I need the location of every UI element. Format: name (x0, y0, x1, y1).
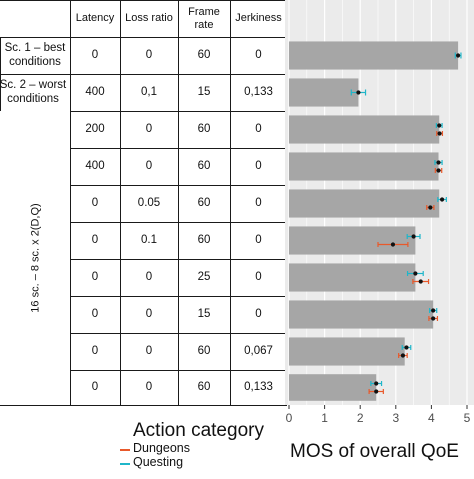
x-axis-title: MOS of overall QoE (290, 441, 459, 462)
table-cell: 0 (145, 307, 153, 320)
column-header: Loss ratio (125, 12, 173, 25)
bar (289, 374, 377, 401)
table-cell: 0 (91, 344, 99, 357)
table-cell: 0 (91, 380, 99, 393)
table-cell: 60 (197, 159, 211, 172)
table-cell: 0,1 (141, 85, 157, 98)
table-cell: 25 (197, 270, 211, 283)
table-cell: 0 (145, 48, 153, 61)
bar (289, 152, 439, 181)
dungeons-point (428, 205, 433, 210)
questing-point (404, 345, 409, 350)
legend-key-dungeons (120, 449, 130, 451)
bar (289, 189, 440, 218)
table-cell: 60 (197, 344, 211, 357)
group-label: 16 sc. – 8 sc. x 2(D,Q) (29, 203, 42, 313)
x-tick-label: 3 (392, 411, 399, 425)
table-cell: 0 (91, 233, 99, 246)
questing-point (436, 160, 441, 165)
table-cell: 60 (197, 380, 211, 393)
legend-key-questing (120, 463, 130, 465)
legend-title: Action category (133, 420, 264, 441)
table-cell: 0 (255, 270, 262, 283)
table-cell: 200 (85, 122, 105, 135)
scenario-label: Sc. 2 – worst conditions (0, 79, 67, 105)
table-cell: 60 (197, 196, 211, 209)
legend-label-questing: Questing (133, 455, 184, 469)
column-header: Jerkiness (235, 12, 282, 25)
table-cell: 0 (91, 270, 99, 283)
table-cell: 0 (255, 233, 262, 246)
table-cell: 0 (145, 122, 153, 135)
overall-point (456, 53, 461, 58)
table-cell: 0 (91, 307, 99, 320)
dungeons-point (418, 279, 423, 284)
bar (289, 300, 434, 329)
table-cell: 0 (255, 48, 262, 61)
dungeons-point (437, 131, 442, 136)
table-cell: 0 (91, 48, 99, 61)
questing-point (437, 123, 442, 128)
questing-point (431, 308, 436, 313)
legend-label-dungeons: Dungeons (133, 441, 190, 455)
x-tick-label: 4 (428, 411, 435, 425)
table-cell: 0,133 (244, 380, 273, 393)
table-cell: 0 (145, 344, 153, 357)
table-cell: 0 (145, 270, 153, 283)
table-cell: 0 (145, 380, 153, 393)
scenario-label: Sc. 1 – best conditions (4, 42, 66, 68)
dungeons-point (374, 389, 379, 394)
table-cell: 0 (255, 196, 262, 209)
column-header: Frame rate (188, 5, 220, 31)
dungeons-point (400, 353, 406, 358)
dungeons-point (436, 168, 441, 173)
table-cell: 60 (197, 122, 211, 135)
column-header: Latency (75, 12, 115, 25)
table-cell: 0 (91, 196, 99, 209)
table-cell: 0,133 (244, 85, 273, 98)
bar (289, 78, 359, 107)
questing-point (439, 197, 445, 202)
table-cell: 0.05 (137, 196, 161, 209)
bar (289, 337, 405, 366)
questing-point (411, 234, 416, 239)
x-tick-label: 0 (286, 411, 293, 425)
table-cell: 400 (85, 159, 105, 172)
questing-point (413, 271, 418, 276)
x-tick-label: 2 (357, 411, 364, 425)
questing-point (374, 381, 379, 386)
table-cell: 15 (197, 307, 211, 320)
bar (289, 115, 440, 144)
table-cell: 60 (197, 233, 211, 246)
table-cell: 0 (255, 307, 262, 320)
table-cell: 400 (85, 85, 105, 98)
table-cell: 0 (145, 159, 153, 172)
bar (289, 226, 416, 255)
bar (289, 263, 416, 292)
table-cell: 0,067 (244, 344, 273, 357)
table-cell: 15 (197, 85, 211, 98)
overall-point (356, 90, 361, 95)
dungeons-point (431, 316, 436, 321)
table-cell: 0.1 (141, 233, 157, 246)
dungeons-point (390, 242, 396, 247)
table-cell: 0 (255, 122, 262, 135)
table-cell: 0 (255, 159, 262, 172)
x-tick-label: 5 (464, 411, 471, 425)
bar (289, 41, 459, 70)
table-cell: 60 (197, 48, 211, 61)
x-tick-label: 1 (321, 411, 328, 425)
